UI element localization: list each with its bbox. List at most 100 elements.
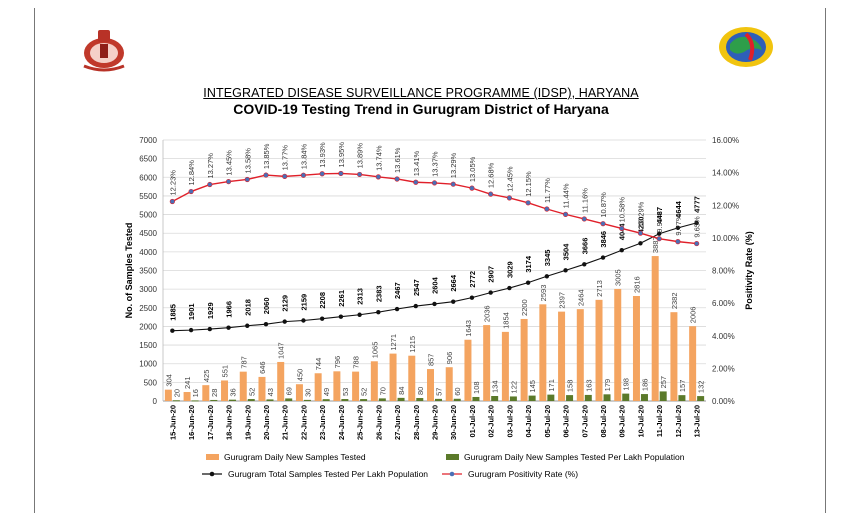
daily-samples-bar: [632, 296, 640, 401]
daily-samples-bar: [483, 325, 491, 401]
positivity-rate-point: [263, 172, 269, 178]
x-tick-label: 29-Jun-20: [431, 405, 440, 440]
per-lakh-bar: [547, 394, 555, 401]
per-lakh-bar: [397, 397, 405, 401]
positivity-rate-value-label: 13.29%: [449, 152, 458, 178]
per-lakh-bar: [584, 394, 592, 401]
daily-samples-bar: [464, 339, 472, 401]
total-per-lakh-value-label: 2383: [374, 285, 383, 302]
daily-samples-bar: [314, 373, 322, 401]
total-per-lakh-value-label: 2907: [487, 266, 496, 283]
total-per-lakh-point: [319, 316, 325, 321]
positivity-rate-value-label: 13.93%: [318, 142, 327, 168]
per-lakh-value-label: 52: [360, 388, 369, 396]
legend-swatch: [206, 454, 219, 460]
positivity-rate-point: [413, 179, 419, 185]
y2-tick-label: 16.00%: [712, 136, 739, 145]
positivity-rate-point: [694, 240, 700, 247]
positivity-rate-value-label: 13.61%: [393, 147, 402, 173]
per-lakh-value-label: 84: [397, 387, 406, 395]
x-tick-label: 25-Jun-20: [356, 405, 365, 440]
positivity-rate-value-label: 12.68%: [487, 162, 496, 188]
per-lakh-value-label: 134: [491, 380, 500, 393]
x-tick-label: 07-Jul-20: [580, 405, 589, 438]
total-per-lakh-value-label: 2313: [356, 288, 365, 305]
per-lakh-value-label: 16: [191, 389, 200, 397]
per-lakh-bar: [303, 399, 311, 401]
daily-samples-bar: [389, 353, 397, 401]
per-lakh-value-label: 20: [172, 389, 181, 397]
per-lakh-bar: [416, 398, 424, 401]
positivity-rate-value-label: 9.65%: [693, 216, 702, 238]
per-lakh-value-label: 179: [603, 379, 612, 392]
daily-samples-value-label: 2713: [595, 280, 604, 297]
daily-samples-bar: [520, 318, 528, 401]
total-per-lakh-point: [582, 262, 587, 267]
total-per-lakh-value-label: 3504: [562, 243, 571, 261]
daily-samples-bar: [689, 326, 697, 401]
x-tick-label: 05-Jul-20: [543, 405, 552, 438]
daily-samples-bar: [370, 361, 378, 401]
per-lakh-value-label: 28: [210, 389, 219, 397]
per-lakh-value-label: 163: [584, 379, 593, 392]
positivity-rate-value-label: 13.84%: [299, 143, 308, 169]
daily-samples-value-label: 796: [333, 356, 342, 369]
daily-samples-bar: [183, 392, 191, 401]
y2-tick-label: 14.00%: [712, 169, 739, 178]
per-lakh-value-label: 171: [547, 379, 556, 392]
total-per-lakh-value-label: 2467: [393, 282, 402, 299]
total-per-lakh-value-label: 1901: [187, 303, 196, 320]
y-tick-label: 7000: [139, 136, 157, 145]
legend-label: Gurugram Daily New Samples Tested Per La…: [464, 452, 685, 462]
total-per-lakh-value-label: 2129: [281, 295, 290, 312]
daily-samples-value-label: 2200: [520, 299, 529, 316]
positivity-rate-point: [600, 221, 606, 227]
daily-samples-value-label: 1065: [370, 342, 379, 359]
y2-tick-label: 2.00%: [712, 364, 735, 373]
per-lakh-value-label: 36: [229, 388, 238, 396]
positivity-rate-point: [675, 239, 681, 245]
positivity-rate-value-label: 10.29%: [636, 201, 645, 227]
per-lakh-value-label: 257: [659, 376, 668, 389]
per-lakh-value-label: 157: [678, 380, 687, 393]
x-tick-label: 10-Jul-20: [636, 405, 645, 438]
positivity-rate-value-label: 12.15%: [524, 171, 533, 197]
per-lakh-value-label: 53: [341, 388, 350, 396]
positivity-rate-value-label: 11.44%: [562, 183, 571, 208]
daily-samples-value-label: 2816: [632, 276, 641, 293]
positivity-rate-point: [300, 172, 307, 178]
total-per-lakh-value-label: 2018: [243, 299, 252, 316]
x-tick-label: 03-Jul-20: [505, 405, 514, 438]
daily-samples-value-label: 241: [183, 376, 192, 389]
daily-samples-value-label: 1854: [501, 312, 510, 329]
total-per-lakh-point: [413, 303, 418, 309]
daily-samples-value-label: 1271: [389, 334, 398, 351]
y-tick-label: 6000: [139, 173, 157, 182]
total-per-lakh-value-label: 3846: [599, 231, 608, 248]
positivity-rate-point: [375, 174, 381, 180]
positivity-rate-value-label: 12.45%: [505, 166, 514, 192]
positivity-rate-value-label: 9.77%: [674, 214, 683, 236]
per-lakh-bar: [491, 396, 499, 401]
total-per-lakh-point: [282, 319, 287, 324]
per-lakh-value-label: 69: [285, 387, 294, 395]
total-per-lakh-value-label: 4230: [636, 217, 645, 234]
positivity-rate-point: [431, 180, 438, 186]
positivity-rate-point: [562, 211, 569, 217]
x-tick-label: 18-Jun-20: [225, 405, 234, 440]
x-tick-label: 09-Jul-20: [618, 405, 627, 438]
y2-tick-label: 12.00%: [712, 201, 739, 210]
haryana-emblem-icon: [83, 30, 125, 72]
positivity-rate-point: [394, 176, 400, 182]
per-lakh-bar: [528, 395, 536, 401]
daily-samples-value-label: 3005: [614, 269, 623, 286]
daily-samples-bar: [614, 288, 622, 401]
y2-axis-title: Positivity Rate (%): [744, 231, 754, 310]
daily-samples-bar: [352, 371, 360, 401]
total-per-lakh-value-label: 3345: [543, 250, 552, 267]
total-per-lakh-point: [357, 312, 362, 317]
y2-tick-label: 4.00%: [712, 332, 735, 341]
legend-marker: [209, 471, 215, 477]
legend-label: Gurugram Positivity Rate (%): [468, 469, 578, 479]
